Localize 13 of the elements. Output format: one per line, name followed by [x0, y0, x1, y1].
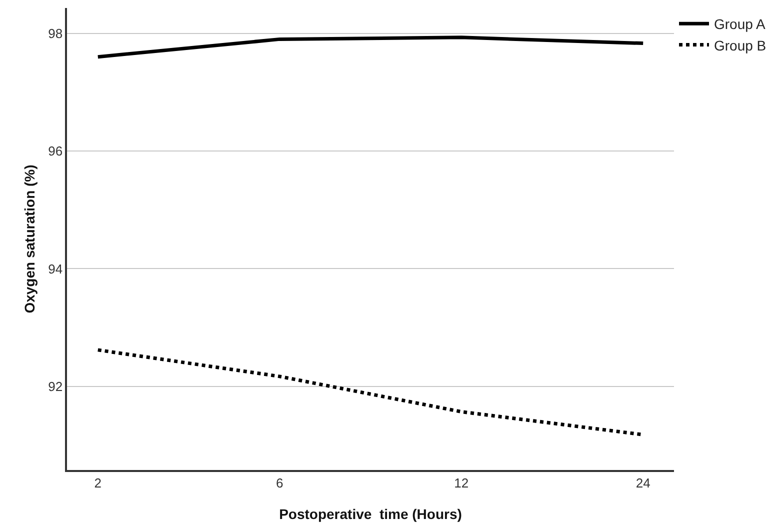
- y-tick-label: 92: [48, 378, 63, 394]
- y-tick-label: 98: [48, 26, 63, 41]
- line-series: [96, 36, 645, 59]
- x-tick-label: 24: [636, 475, 650, 490]
- legend-label: Group A: [714, 16, 766, 32]
- x-tick-label: 12: [454, 475, 469, 490]
- y-tick-label: 94: [48, 261, 63, 276]
- legend-label: Group B: [714, 37, 766, 54]
- y-axis-title: Oxygen saturation (%): [21, 164, 38, 314]
- y-tick-label: 96: [48, 144, 63, 159]
- x-axis-title: Postoperative time (Hours): [279, 506, 462, 522]
- x-tick-label: 6: [276, 475, 284, 490]
- x-tick-label: 2: [94, 475, 102, 490]
